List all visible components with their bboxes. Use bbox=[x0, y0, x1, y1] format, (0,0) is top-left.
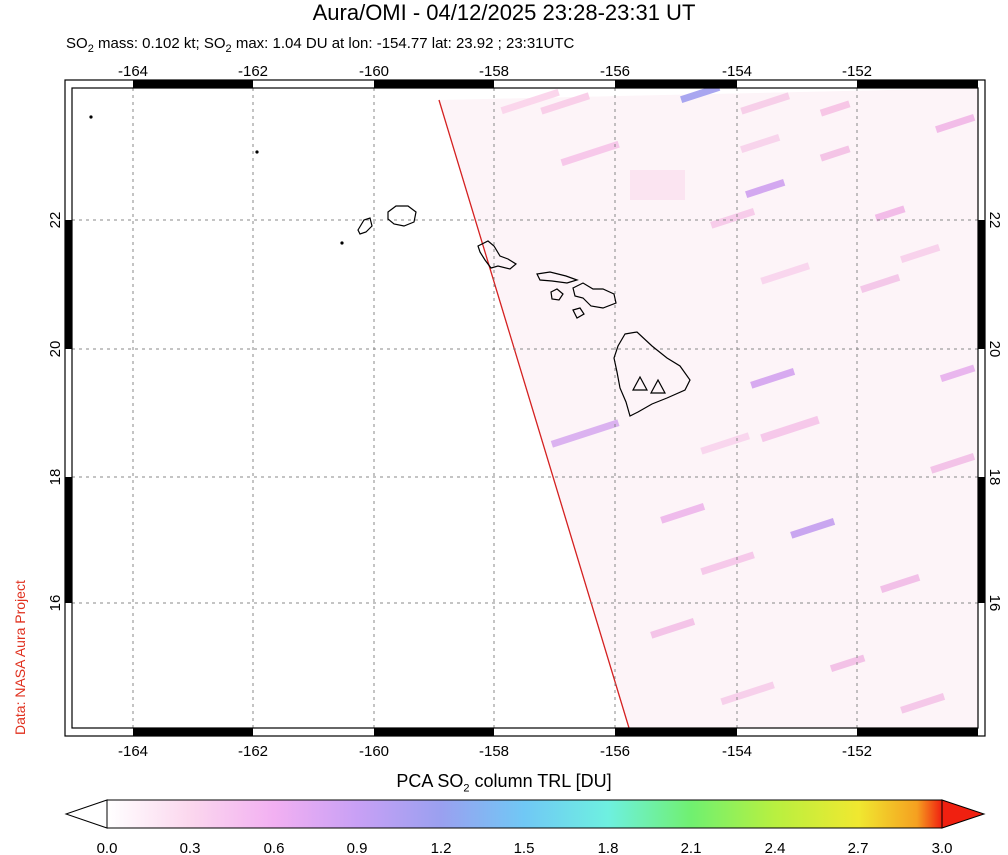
left-lat-ticks: 16 18 20 22 bbox=[47, 212, 64, 612]
maui-island bbox=[572, 282, 617, 309]
colorbar-tick: 3.0 bbox=[932, 840, 953, 855]
colorbar-tick: 2.4 bbox=[765, 840, 786, 855]
omi-swath bbox=[438, 88, 978, 728]
bottom-lon-tick: -158 bbox=[479, 743, 509, 760]
colorbar-tick: 2.7 bbox=[848, 840, 869, 855]
colorbar-gradient bbox=[106, 799, 943, 829]
frame-border-bars bbox=[65, 80, 985, 736]
bottom-lon-tick: -162 bbox=[238, 743, 268, 760]
hawaii-coastlines bbox=[89, 115, 691, 417]
map-frame bbox=[64, 79, 986, 737]
top-lon-tick: -156 bbox=[600, 63, 630, 80]
colorbar-tick: 2.1 bbox=[681, 840, 702, 855]
colorbar-tick: 0.9 bbox=[347, 840, 368, 855]
right-lat-tick: 16 bbox=[986, 595, 1003, 612]
colorbar-tick: 0.6 bbox=[264, 840, 285, 855]
bottom-lon-tick: -160 bbox=[359, 743, 389, 760]
lanai-island bbox=[550, 288, 564, 301]
big-island bbox=[613, 331, 691, 417]
swath-edge-line bbox=[438, 99, 630, 728]
bottom-lon-tick: -156 bbox=[600, 743, 630, 760]
left-lat-tick: 16 bbox=[47, 595, 64, 612]
top-lon-tick: -154 bbox=[722, 63, 752, 80]
oahu-island bbox=[477, 240, 518, 270]
bottom-lon-ticks: -164 -162 -160 -158 -156 -154 -152 bbox=[118, 743, 872, 760]
top-lon-tick: -152 bbox=[842, 63, 872, 80]
colorbar-tick: 0.3 bbox=[180, 840, 201, 855]
bottom-lon-tick: -164 bbox=[118, 743, 148, 760]
molokai-island bbox=[536, 271, 579, 284]
volcano-markers bbox=[631, 375, 667, 394]
colorbar bbox=[64, 799, 986, 829]
top-lon-tick: -164 bbox=[118, 63, 148, 80]
top-lon-ticks: -164 -162 -160 -158 -156 -154 -152 bbox=[118, 63, 872, 80]
colorbar-tick: 1.5 bbox=[514, 840, 535, 855]
colorbar-tick: 1.2 bbox=[431, 840, 452, 855]
colorbar-title: PCA SO2 column TRL [DU] bbox=[396, 771, 612, 795]
left-lat-tick: 20 bbox=[47, 341, 64, 358]
top-lon-tick: -160 bbox=[359, 63, 389, 80]
map-title: Aura/OMI - 04/12/2025 23:28-23:31 UT bbox=[312, 0, 696, 25]
kilauea-marker bbox=[649, 378, 667, 394]
right-lat-tick: 22 bbox=[986, 212, 1003, 229]
kauai-island bbox=[387, 205, 417, 227]
bottom-lon-tick: -154 bbox=[722, 743, 752, 760]
colorbar-ticks: 0.0 0.3 0.6 0.9 1.2 1.5 1.8 2.1 2.4 2.7 … bbox=[97, 840, 953, 855]
so2-pixels bbox=[500, 88, 976, 714]
colorbar-min-arrow bbox=[64, 799, 108, 829]
left-lat-tick: 22 bbox=[47, 212, 64, 229]
top-lon-tick: -162 bbox=[238, 63, 268, 80]
top-lon-tick: -158 bbox=[479, 63, 509, 80]
right-lat-ticks: 16 18 20 22 bbox=[986, 212, 1003, 612]
left-lat-tick: 18 bbox=[47, 469, 64, 486]
graticule bbox=[72, 88, 978, 728]
kahoolawe-island bbox=[572, 307, 585, 319]
colorbar-max-arrow bbox=[941, 799, 986, 829]
so2-summary: SO2 mass: 0.102 kt; SO2 max: 1.04 DU at … bbox=[66, 35, 575, 55]
colorbar-tick: 0.0 bbox=[97, 840, 118, 855]
bottom-lon-tick: -152 bbox=[842, 743, 872, 760]
right-lat-tick: 18 bbox=[986, 469, 1003, 486]
mauna-loa-marker bbox=[631, 375, 649, 391]
colorbar-tick: 1.8 bbox=[598, 840, 619, 855]
niihau-island bbox=[357, 217, 373, 235]
right-lat-tick: 20 bbox=[986, 341, 1003, 358]
